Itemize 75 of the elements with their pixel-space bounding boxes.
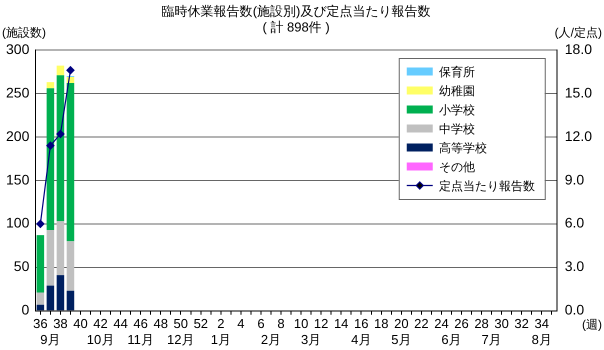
y-tick-label: 250: [6, 84, 30, 100]
x-tick-label: 52: [194, 316, 208, 332]
bar: [56, 221, 64, 276]
bar: [46, 230, 54, 286]
x-tick-label: 6月: [441, 332, 462, 347]
bar: [56, 275, 64, 310]
y-tick-label: 150: [6, 171, 30, 188]
y-tick-label: 200: [6, 128, 30, 144]
bar: [46, 88, 54, 230]
y2-tick-label: 12.0: [564, 128, 592, 144]
y2-axis-title: (人/定点): [554, 25, 602, 40]
y-tick-label: 100: [6, 214, 30, 231]
x-tick-label: 3月: [300, 332, 322, 347]
x-tick-label: 2 1月: [210, 316, 231, 347]
x-tick-label: 20 5月: [391, 316, 412, 347]
bar: [66, 83, 74, 242]
x-tick-label: 22: [414, 316, 429, 332]
x-tick-label: 46 11月: [127, 316, 154, 347]
bar: [66, 241, 74, 291]
legend-label: 中学校: [438, 122, 475, 136]
legend-label: 定点当たり報告数: [438, 178, 535, 193]
y2-tick-label: 6.0: [564, 214, 584, 231]
x-tick-label: 30: [494, 316, 509, 332]
y2-tick-label: 15.0: [564, 84, 592, 100]
x-tick-label: 40: [73, 316, 88, 332]
x-tick-label: 6: [257, 316, 265, 332]
legend-label: 幼稚園: [438, 84, 475, 98]
x-tick-label: 8: [277, 316, 285, 332]
bar: [36, 292, 44, 305]
x-tick-label: 44: [113, 316, 128, 332]
x-tick-label: 36: [33, 316, 48, 332]
bar: [56, 66, 64, 76]
point: [66, 66, 75, 74]
x-tick-label: 26: [454, 316, 469, 332]
point: [36, 220, 44, 228]
bar: [46, 286, 54, 310]
x-axis-title: (週): [582, 317, 602, 332]
bar: [66, 290, 74, 310]
x-tick-label: 12: [314, 316, 328, 332]
y-tick-label: 0: [22, 302, 30, 318]
x-tick-label: 32: [514, 316, 529, 332]
bar: [46, 82, 54, 88]
bar: [36, 304, 44, 310]
point: [46, 142, 54, 150]
y2-tick-label: 9.0: [564, 171, 584, 188]
y-axis-title: (施設数): [2, 25, 46, 40]
legend-label: 保育所: [438, 64, 475, 79]
x-tick-label: 24: [434, 316, 449, 332]
x-tick-label: 34 8月: [532, 316, 552, 347]
x-tick-label: 10: [294, 316, 308, 332]
y2-tick-label: 18.0: [564, 40, 592, 57]
y-tick-label: 50: [14, 258, 30, 274]
legend-label: 高等学校: [438, 140, 487, 155]
x-tick-label: 50 12月: [167, 316, 194, 347]
x-tick-label: 4: [237, 316, 245, 332]
point: [56, 130, 65, 138]
x-tick-label: 7月: [481, 332, 502, 347]
legend-label: 小学校: [438, 102, 475, 117]
chart-title: 臨時休業報告数(施設別)及び定点当たり報告数: [162, 4, 430, 19]
x-tick-label: 42 10月: [86, 316, 114, 347]
y-tick-label: 300: [6, 40, 30, 57]
x-tick-label: 38: [53, 316, 68, 332]
x-tick-label: 2月: [260, 332, 282, 347]
legend-label: その他: [438, 160, 475, 174]
x-tick-label: 28: [474, 316, 489, 332]
x-tick-label: 9月: [40, 332, 61, 347]
bar: [36, 235, 44, 293]
y2-tick-label: 3.0: [564, 258, 584, 274]
chart-subtitle: ( 計 898件 ): [262, 20, 330, 35]
x-tick-label: 18: [374, 316, 389, 332]
y2-tick-label: 0.0: [564, 302, 584, 318]
bar: [56, 75, 64, 222]
x-tick-label: 48: [153, 316, 168, 332]
x-tick-label: 16 4月: [351, 316, 372, 347]
x-tick-label: 14: [334, 316, 348, 332]
